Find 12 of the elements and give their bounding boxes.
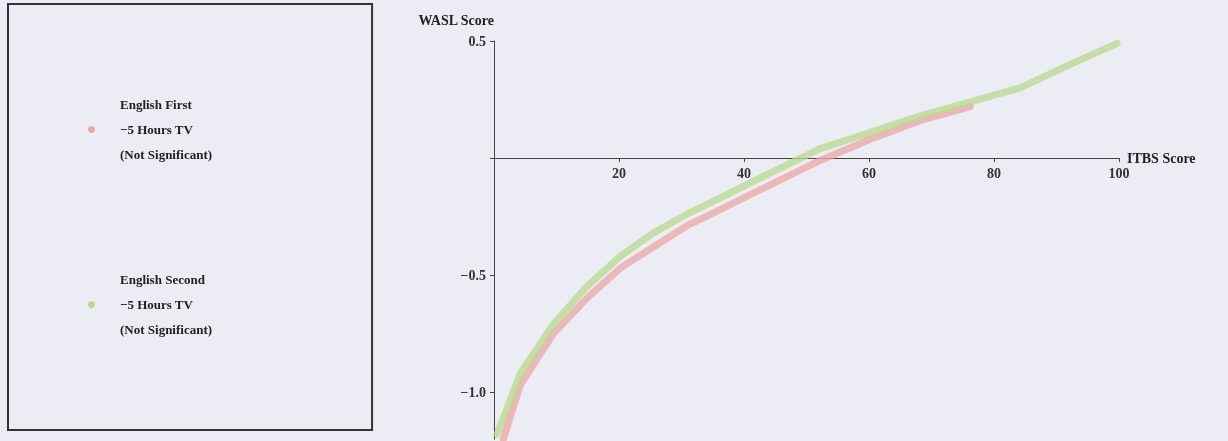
legend-label: English First −5 Hours TV (Not Significant) xyxy=(120,97,213,162)
x-tick-label: 20 xyxy=(612,165,626,181)
x-tick-label: 100 xyxy=(1108,165,1130,181)
y-axis-title: WASL Score xyxy=(418,12,494,28)
x-tick-label: 40 xyxy=(737,165,751,181)
y-tick-label: −0.5 xyxy=(460,267,486,283)
legend-label: English Second −5 Hours TV (Not Significant) xyxy=(120,272,213,337)
y-tick-label: 0.5 xyxy=(468,33,486,49)
x-tick-label: 60 xyxy=(862,165,876,181)
x-axis-title: ITBS Score xyxy=(1127,150,1196,166)
x-tick-label: 80 xyxy=(987,165,1001,181)
y-tick-label: −1.0 xyxy=(460,384,486,400)
